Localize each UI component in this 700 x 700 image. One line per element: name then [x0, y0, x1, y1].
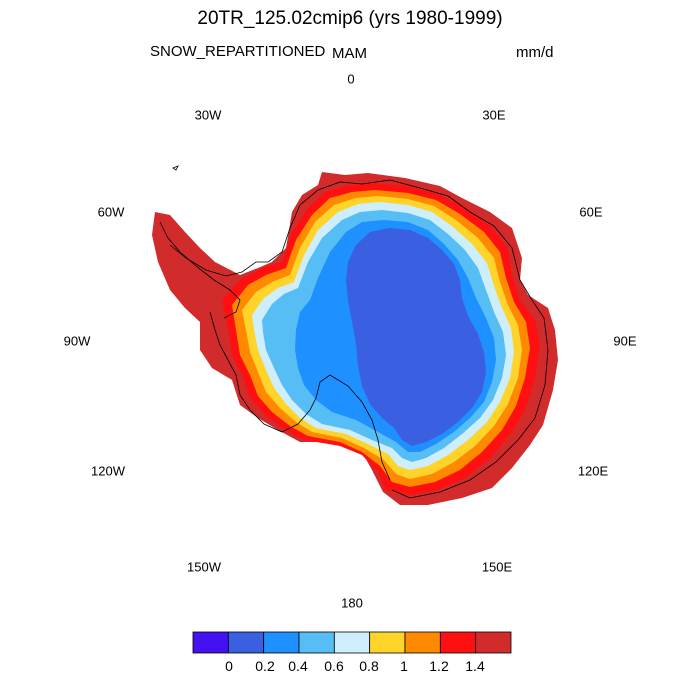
colorbar-box-7 — [439, 631, 477, 654]
colorbar-tick-1.2: 1.2 — [429, 658, 449, 674]
coastline — [169, 179, 549, 499]
colorbar-tick-1.4: 1.4 — [465, 658, 485, 674]
ross-coastline — [209, 311, 391, 481]
band-0-0.2 — [346, 228, 486, 446]
colorbar-box-1 — [227, 631, 265, 654]
colorbar-tick-0.8: 0.8 — [359, 658, 379, 674]
lon-label-30e: 30E — [482, 107, 506, 123]
colorbar-box-3 — [298, 631, 335, 654]
lon-label-90w: 90W — [63, 333, 91, 349]
ross-sea-inlet — [320, 372, 360, 410]
colorbar-box-4 — [333, 631, 371, 654]
lon-label-60e: 60E — [579, 204, 603, 220]
colorbar-tick-0.2: 0.2 — [255, 658, 275, 674]
colorbar-box-2 — [263, 631, 300, 654]
colorbar-tick-0: 0 — [225, 658, 233, 674]
lon-label-120w: 120W — [91, 463, 125, 479]
lon-label-180: 180 — [341, 595, 363, 611]
colorbar-tick-0.4: 0.4 — [288, 658, 308, 674]
lon-label-150w: 150W — [187, 559, 221, 575]
season-label: MAM — [332, 45, 367, 62]
lon-label-120e: 120E — [577, 463, 609, 479]
colorbar-box-0 — [192, 631, 229, 654]
lon-label-90e: 90E — [613, 333, 637, 349]
lon-label-30w: 30W — [194, 107, 222, 123]
colorbar-box-8 — [475, 631, 512, 654]
variable-name: SNOW_REPARTITIONED — [150, 43, 326, 60]
colorbar-box-5 — [369, 631, 406, 654]
lon-label-60w: 60W — [97, 204, 125, 220]
units-label: mm/d — [516, 44, 554, 61]
peninsula-coastline — [159, 221, 241, 319]
colorbar-box-6 — [404, 631, 441, 654]
lon-label-0: 0 — [347, 71, 355, 87]
lon-label-150e: 150E — [481, 559, 513, 575]
colorbar-tick-1: 1 — [400, 658, 408, 674]
island-outline — [172, 165, 179, 171]
colorbar-tick-0.6: 0.6 — [324, 658, 344, 674]
plot-title: 20TR_125.02cmip6 (yrs 1980-1999) — [197, 8, 503, 29]
